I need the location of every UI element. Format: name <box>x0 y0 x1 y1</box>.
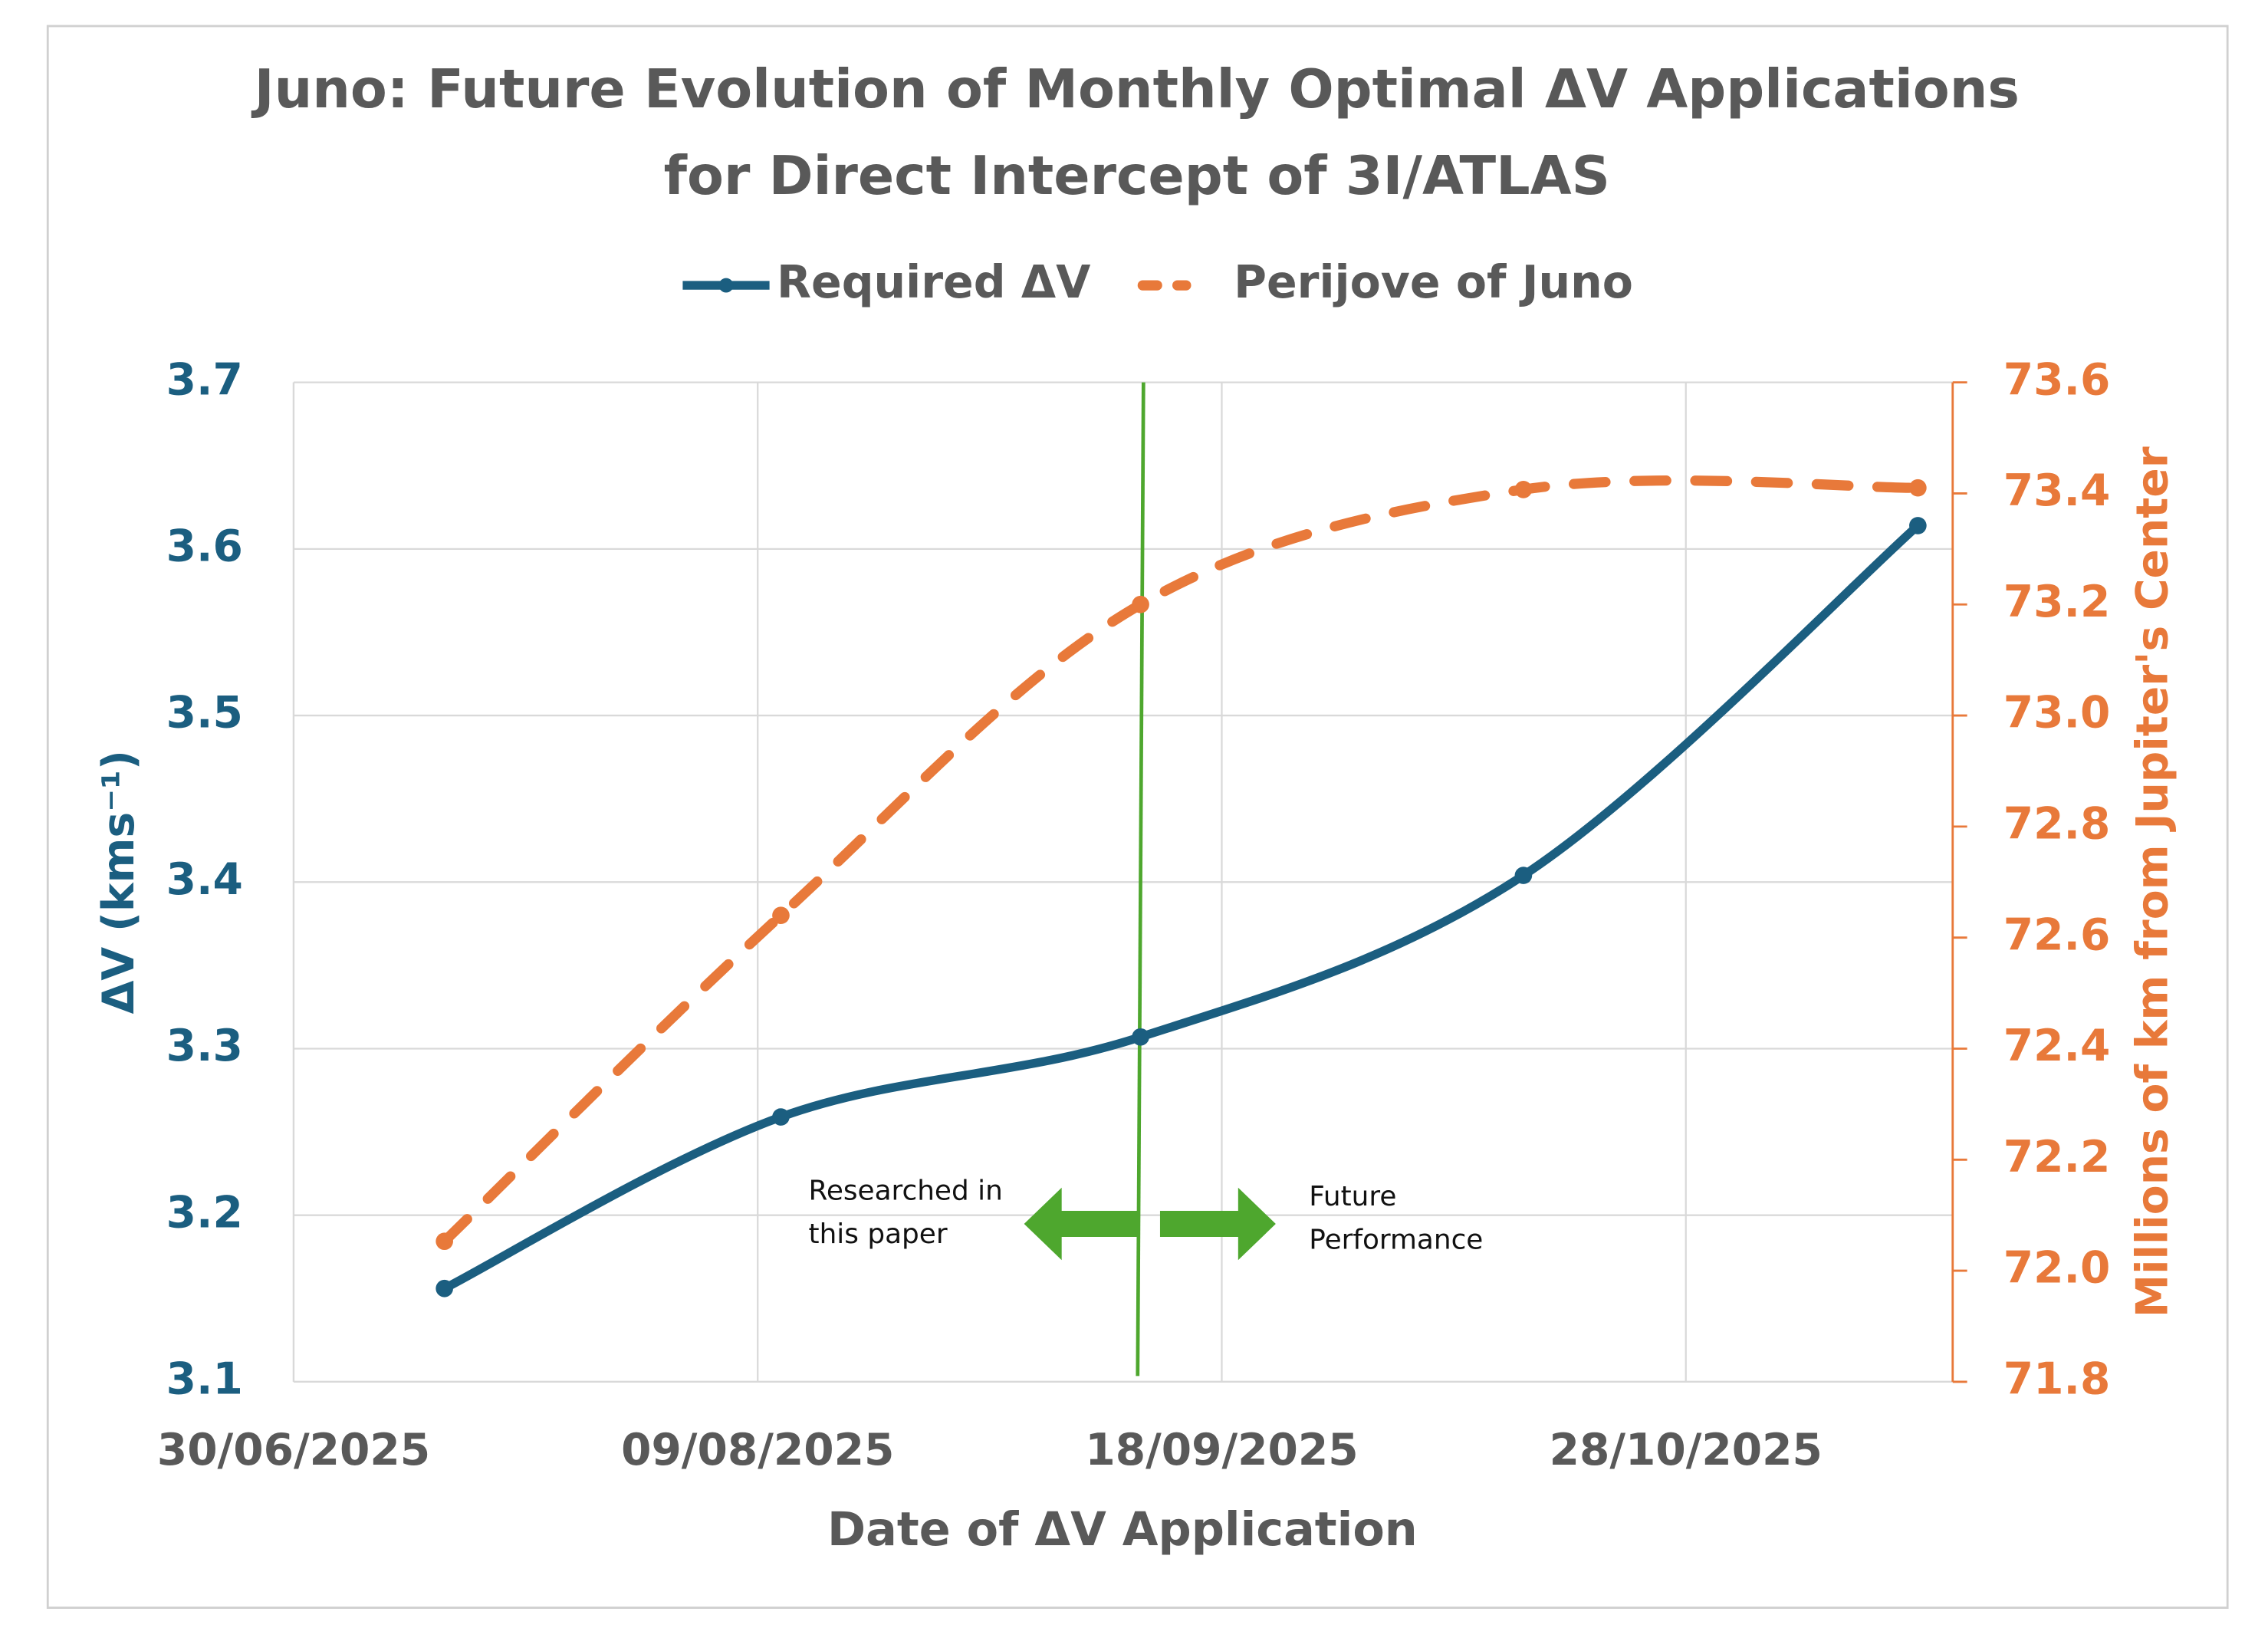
divider-line <box>1136 382 1146 1376</box>
legend-label: Required ΔV <box>777 256 1090 308</box>
left-arrow <box>1024 1187 1140 1261</box>
y2-tick-label: 73.4 <box>2003 465 2111 516</box>
x-axis-title: Date of ΔV Application <box>827 1503 1418 1557</box>
x-tick-label: 28/10/2025 <box>1550 1425 1823 1475</box>
legend-marker <box>718 278 734 293</box>
chart-title: Juno: Future Evolution of Monthly Optima… <box>251 58 2020 120</box>
y-tick-label: 3.1 <box>166 1354 243 1405</box>
annotation: Performance <box>1309 1225 1483 1256</box>
chart-title: for Direct Intercept of 3I/ATLAS <box>664 145 1610 207</box>
series-line <box>440 521 1923 1293</box>
y-tick-label: 3.5 <box>166 688 243 738</box>
y2-tick-label: 72.4 <box>2003 1021 2111 1071</box>
series-line <box>439 475 1923 1247</box>
annotation: this paper <box>809 1219 948 1250</box>
data-point <box>1514 481 1533 498</box>
y2-axis-title: Millions of km from Jupiter's Center <box>2128 446 2178 1317</box>
x-tick-label: 18/09/2025 <box>1085 1425 1358 1475</box>
y-tick-label: 3.4 <box>166 854 243 905</box>
y-tick-label: 3.3 <box>166 1021 243 1071</box>
y2-tick-label: 73.0 <box>2003 688 2111 738</box>
y2-tick-label: 73.6 <box>2003 354 2111 405</box>
data-point <box>1909 517 1927 534</box>
y-axis-title: ΔV (kms⁻¹) <box>94 750 144 1014</box>
legend-label: Perijove of Juno <box>1234 256 1633 308</box>
data-point <box>436 1279 453 1297</box>
data-point <box>1132 1028 1149 1046</box>
x-tick-label: 09/08/2025 <box>621 1425 894 1475</box>
y2-tick-label: 72.6 <box>2003 909 2111 960</box>
y-tick-label: 3.6 <box>166 521 243 571</box>
annotation: Researched in <box>809 1175 1003 1206</box>
annotation: Future <box>1309 1181 1396 1212</box>
data-point <box>1514 867 1533 884</box>
y-tick-label: 3.2 <box>166 1187 243 1238</box>
y2-tick-label: 71.8 <box>2003 1354 2111 1405</box>
y2-tick-label: 72.8 <box>2003 798 2111 849</box>
data-point <box>1132 595 1149 613</box>
x-tick-label: 30/06/2025 <box>157 1425 430 1475</box>
y2-tick-label: 72.0 <box>2003 1243 2111 1294</box>
y2-tick-label: 72.2 <box>2003 1132 2111 1182</box>
data-point <box>772 906 790 925</box>
right-arrow <box>1159 1187 1276 1261</box>
data-point <box>772 1108 790 1126</box>
y-tick-label: 3.7 <box>166 354 243 405</box>
data-point <box>436 1232 453 1251</box>
y2-tick-label: 73.2 <box>2003 577 2111 627</box>
data-point <box>1909 479 1927 497</box>
